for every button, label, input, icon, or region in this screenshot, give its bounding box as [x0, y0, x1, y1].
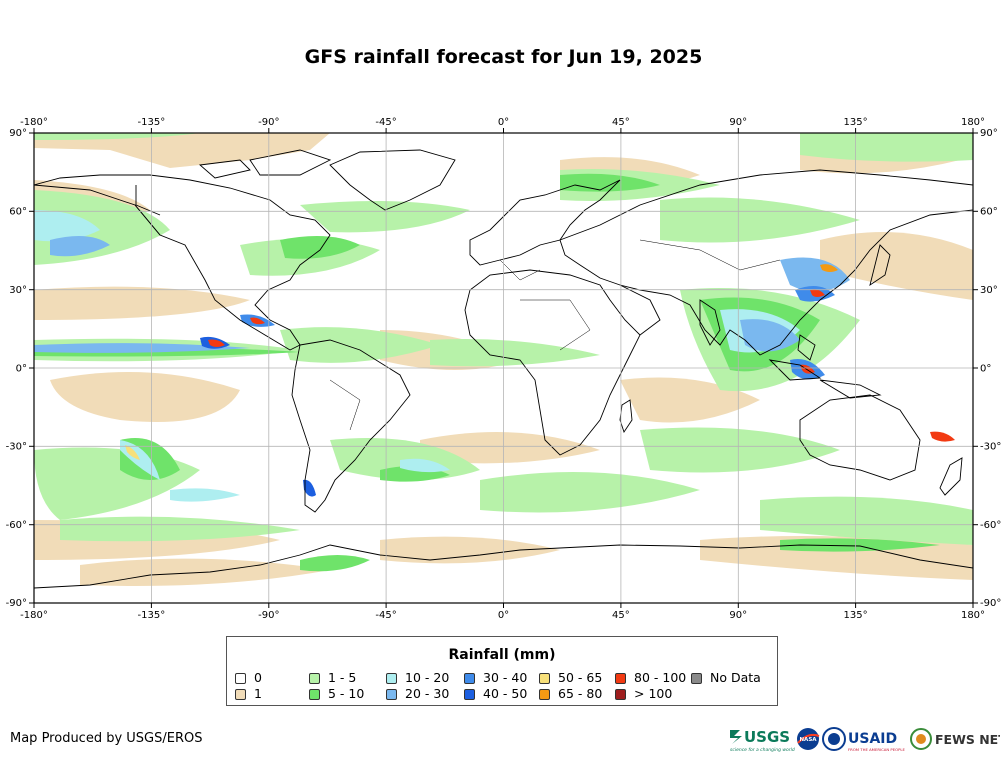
- legend-item: 20 - 30: [386, 687, 449, 701]
- legend-item: 5 - 10: [309, 687, 364, 701]
- fewsnet-logo: FEWS NET: [910, 728, 1000, 750]
- legend-label: No Data: [710, 670, 761, 685]
- lat-left-label: 60°: [9, 207, 27, 218]
- legend-label: 40 - 50: [483, 686, 528, 701]
- svg-text:USAID: USAID: [848, 731, 897, 747]
- legend-label: 50 - 65: [558, 670, 603, 685]
- legend-label: 80 - 100: [634, 670, 687, 685]
- usaid-logo: USAID FROM THE AMERICAN PEOPLE: [822, 727, 905, 752]
- legend-label: 20 - 30: [405, 686, 450, 701]
- lon-bottom-label: 90°: [729, 610, 747, 620]
- svg-text:science for a changing world: science for a changing world: [730, 747, 795, 753]
- legend-item: 40 - 50: [464, 687, 527, 701]
- lon-bottom-label: 0°: [498, 610, 509, 620]
- legend-label: > 100: [634, 686, 673, 701]
- lat-right-label: -90°: [980, 598, 1001, 609]
- lat-left-label: -90°: [6, 598, 27, 609]
- axis-ticks: [29, 128, 978, 608]
- legend-swatch: [539, 689, 550, 700]
- lon-bottom-label: 45°: [612, 610, 630, 620]
- lat-right-label: -60°: [980, 520, 1001, 531]
- lat-left-label: 90°: [9, 128, 27, 139]
- rainfall-layer: [34, 133, 973, 586]
- legend-item: > 100: [615, 687, 672, 701]
- lat-left-label: 30°: [9, 285, 27, 296]
- legend-swatch: [464, 689, 475, 700]
- partner-logos: USGS science for a changing world NASA U…: [730, 727, 1000, 753]
- legend-swatch: [386, 689, 397, 700]
- lon-top-label: 90°: [729, 117, 747, 128]
- legend-swatch: [691, 673, 702, 684]
- lon-bottom-label: 180°: [961, 610, 985, 620]
- lat-left-label: 0°: [16, 364, 27, 375]
- legend: Rainfall (mm) 0 1 1 - 5 5 - 10 10 - 20 2…: [226, 636, 778, 706]
- legend-label: 10 - 20: [405, 670, 450, 685]
- usgs-logo: USGS science for a changing world: [730, 728, 795, 753]
- legend-item: 65 - 80: [539, 687, 602, 701]
- lon-top-label: 45°: [612, 117, 630, 128]
- nasa-logo: NASA: [797, 728, 820, 750]
- legend-swatch: [464, 673, 475, 684]
- lat-left-label: -30°: [6, 442, 27, 453]
- lon-top-label: 135°: [844, 117, 868, 128]
- lon-top-label: 180°: [961, 117, 985, 128]
- legend-swatch: [615, 673, 626, 684]
- legend-label: 5 - 10: [328, 686, 365, 701]
- legend-label: 30 - 40: [483, 670, 528, 685]
- legend-swatch: [539, 673, 550, 684]
- legend-item: 1: [235, 687, 262, 701]
- legend-swatch: [235, 689, 246, 700]
- legend-label: 1: [254, 686, 262, 701]
- legend-item: 1 - 5: [309, 671, 356, 685]
- rainfall-map: -180° -135° -90° -45° 0° 45° 90° 135° 18…: [6, 117, 1002, 620]
- legend-swatch: [309, 673, 320, 684]
- legend-label: 65 - 80: [558, 686, 603, 701]
- legend-swatch: [309, 689, 320, 700]
- lat-right-label: 60°: [980, 207, 998, 218]
- lat-right-label: -30°: [980, 442, 1001, 453]
- svg-text:FROM THE AMERICAN PEOPLE: FROM THE AMERICAN PEOPLE: [848, 747, 905, 752]
- map-title: GFS rainfall forecast for Jun 19, 2025: [304, 46, 703, 68]
- lon-top-label: -135°: [138, 117, 166, 128]
- legend-swatch: [235, 673, 246, 684]
- continent-outlines: [34, 149, 973, 589]
- lon-bottom-label: -45°: [375, 610, 396, 620]
- legend-item: 50 - 65: [539, 671, 602, 685]
- lon-bottom-label: 135°: [844, 610, 868, 620]
- credit-text: Map Produced by USGS/EROS: [10, 731, 203, 746]
- legend-item: 0: [235, 671, 262, 685]
- lon-bottom-label: -180°: [20, 610, 48, 620]
- svg-text:FEWS NET: FEWS NET: [935, 732, 1000, 747]
- svg-text:USGS: USGS: [744, 728, 790, 746]
- lat-right-label: 90°: [980, 128, 998, 139]
- lat-left-label: -60°: [6, 520, 27, 531]
- lat-right-label: 30°: [980, 285, 998, 296]
- lon-top-label: -180°: [20, 117, 48, 128]
- legend-item: 30 - 40: [464, 671, 527, 685]
- axis-labels: -180° -135° -90° -45° 0° 45° 90° 135° 18…: [6, 117, 1002, 620]
- legend-item: No Data: [691, 671, 761, 685]
- lon-top-label: -45°: [375, 117, 396, 128]
- lon-bottom-label: -135°: [138, 610, 166, 620]
- lat-right-label: 0°: [980, 364, 991, 375]
- svg-text:NASA: NASA: [799, 737, 817, 743]
- legend-label: 1 - 5: [328, 670, 357, 685]
- lon-top-label: -90°: [258, 117, 279, 128]
- legend-item: 10 - 20: [386, 671, 449, 685]
- lon-bottom-label: -90°: [258, 610, 279, 620]
- graticule: [34, 133, 973, 603]
- legend-swatch: [386, 673, 397, 684]
- legend-swatch: [615, 689, 626, 700]
- lon-top-label: 0°: [498, 117, 509, 128]
- legend-label: 0: [254, 670, 262, 685]
- legend-item: 80 - 100: [615, 671, 686, 685]
- legend-title: Rainfall (mm): [448, 647, 556, 663]
